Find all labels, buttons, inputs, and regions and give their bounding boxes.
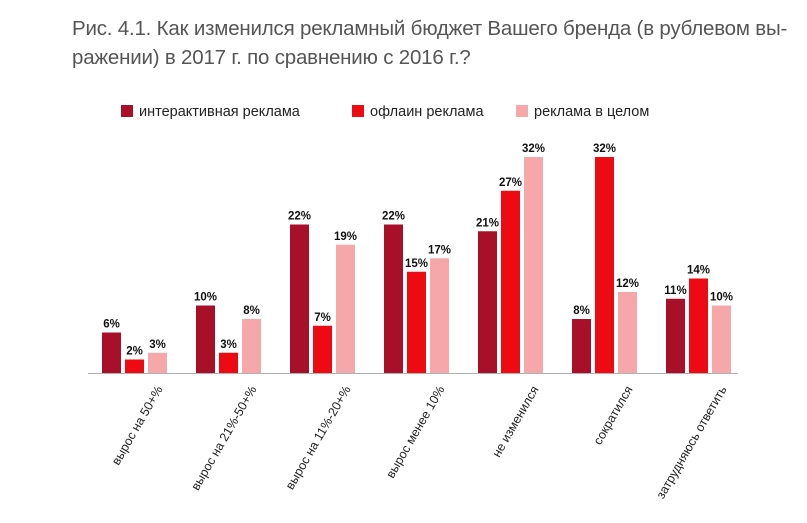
bar-2-2: [219, 352, 238, 373]
category-label-1: вырос на 50+%: [109, 384, 166, 468]
legend-label-1: интерактивная реклама: [139, 104, 301, 120]
chart-bars: [102, 157, 731, 373]
value-label-1-1: 6%: [103, 319, 120, 331]
value-label-6-3: 12%: [616, 278, 639, 290]
category-label-3: вырос на 11%-20+%: [283, 384, 354, 492]
value-label-7-2: 14%: [687, 265, 710, 277]
bar-3-3: [336, 244, 355, 373]
value-label-6-2: 32%: [593, 143, 616, 155]
value-label-4-1: 22%: [382, 211, 405, 223]
value-label-3-1: 22%: [288, 211, 311, 223]
legend-swatch-3: [516, 105, 528, 117]
bar-2-1: [196, 305, 215, 373]
bar-7-3: [712, 305, 731, 373]
chart-legend: интерактивная реклама офлаин реклама рекла…: [121, 104, 649, 120]
value-label-5-1: 21%: [476, 217, 499, 229]
bar-4-2: [407, 271, 426, 373]
value-label-1-2: 2%: [126, 346, 143, 358]
category-label-4: вырос менее 10%: [383, 384, 447, 481]
bar-4-1: [384, 224, 403, 373]
bar-6-3: [618, 292, 637, 373]
bar-2-3: [242, 319, 261, 373]
bar-7-1: [666, 298, 685, 373]
bar-5-1: [478, 231, 497, 373]
bar-5-3: [524, 157, 543, 373]
value-label-2-1: 10%: [194, 292, 217, 304]
legend-item-1: интерактивная реклама: [121, 104, 301, 120]
bar-1-2: [125, 359, 144, 373]
bar-3-1: [290, 224, 309, 373]
chart-category-labels: вырос на 50+% вырос на 21%-50+% вырос на 1…: [109, 384, 730, 502]
bar-6-1: [572, 319, 591, 373]
page-title-line-1: Рис. 4.1. Как изменился рекламный бюджет…: [72, 17, 788, 40]
bar-3-2: [313, 325, 332, 373]
bar-5-2: [501, 190, 520, 373]
value-label-2-3: 8%: [243, 305, 260, 317]
legend-item-3: реклама в целом: [516, 104, 649, 120]
category-label-2: вырос на 21%-50+%: [188, 384, 259, 493]
page-title: Рис. 4.1. Как изменился рекламный бюджет…: [72, 14, 792, 72]
value-label-5-2: 27%: [499, 177, 522, 189]
category-label-5: не изменился: [490, 384, 542, 460]
bar-6-2: [595, 157, 614, 373]
value-label-3-3: 19%: [334, 231, 357, 243]
legend-item-2: офлаин реклама: [352, 104, 484, 120]
value-label-4-2: 15%: [405, 258, 428, 270]
bar-7-2: [689, 278, 708, 373]
category-label-7: затрудняюсь ответить: [654, 384, 730, 502]
category-label-6: сократился: [591, 384, 636, 448]
legend-label-2: офлаин реклама: [370, 104, 484, 120]
value-label-7-3: 10%: [710, 292, 733, 304]
legend-swatch-1: [121, 105, 133, 117]
value-label-3-2: 7%: [314, 312, 331, 324]
legend-swatch-2: [352, 105, 364, 117]
value-label-7-1: 11%: [664, 285, 686, 297]
value-label-4-3: 17%: [428, 244, 451, 256]
bar-1-1: [102, 332, 121, 373]
value-label-5-3: 32%: [522, 143, 545, 155]
chart-value-labels: 6% 2% 3% 10% 3% 8% 22% 7% 19% 22% 15%17% 21% 27% 32% 8…: [103, 143, 733, 358]
bar-1-3: [148, 352, 167, 373]
page-title-line-2: ражении) в 2017 г. по сравнению с 2016 г…: [72, 46, 471, 69]
legend-label-3: реклама в целом: [534, 104, 649, 120]
bar-4-3: [430, 258, 449, 373]
value-label-6-1: 8%: [573, 305, 590, 317]
value-label-1-3: 3%: [149, 339, 166, 351]
value-label-2-2: 3%: [220, 339, 237, 351]
